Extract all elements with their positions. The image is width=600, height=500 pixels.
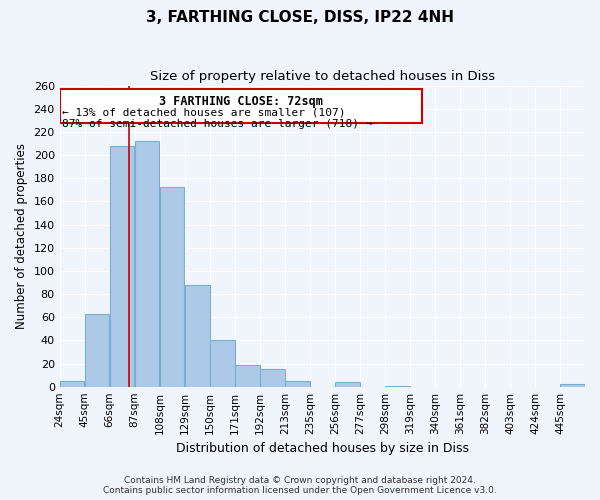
Bar xyxy=(560,384,585,386)
Bar xyxy=(185,285,209,386)
Bar xyxy=(260,370,284,386)
Title: Size of property relative to detached houses in Diss: Size of property relative to detached ho… xyxy=(150,70,495,83)
X-axis label: Distribution of detached houses by size in Diss: Distribution of detached houses by size … xyxy=(176,442,469,455)
Text: ← 13% of detached houses are smaller (107): ← 13% of detached houses are smaller (10… xyxy=(62,108,346,118)
Bar xyxy=(85,314,109,386)
Bar xyxy=(335,382,359,386)
Y-axis label: Number of detached properties: Number of detached properties xyxy=(15,143,28,329)
Text: 87% of semi-detached houses are larger (718) →: 87% of semi-detached houses are larger (… xyxy=(62,119,373,129)
Bar xyxy=(60,381,85,386)
Text: Contains HM Land Registry data © Crown copyright and database right 2024.
Contai: Contains HM Land Registry data © Crown c… xyxy=(103,476,497,495)
Text: 3 FARTHING CLOSE: 72sqm: 3 FARTHING CLOSE: 72sqm xyxy=(159,95,323,108)
Bar xyxy=(285,381,310,386)
Bar xyxy=(235,364,260,386)
Text: 3, FARTHING CLOSE, DISS, IP22 4NH: 3, FARTHING CLOSE, DISS, IP22 4NH xyxy=(146,10,454,25)
FancyBboxPatch shape xyxy=(60,89,422,122)
Bar xyxy=(110,146,134,386)
Bar xyxy=(210,340,235,386)
Bar xyxy=(160,188,184,386)
Bar xyxy=(135,141,160,386)
